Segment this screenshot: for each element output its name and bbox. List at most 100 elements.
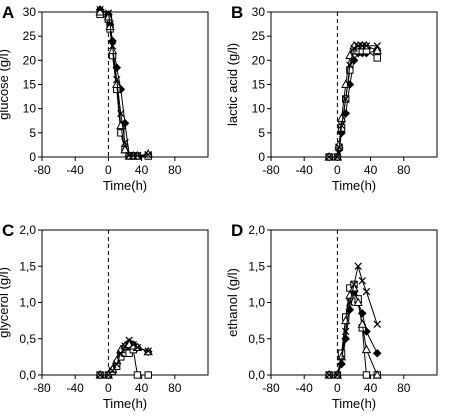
data-point-c-s1-9: [144, 371, 152, 379]
data-point-a-s3-6: [121, 138, 129, 147]
panel-letter: A: [2, 3, 14, 22]
y-tick-label: 2,0: [248, 223, 265, 237]
x-tick-label: -80: [33, 163, 51, 177]
y-tick-label: 25: [252, 29, 266, 43]
data-point-c-s3-2: [108, 366, 117, 375]
x-axis-title: Time(h): [332, 178, 376, 193]
x-tick-label: 80: [397, 163, 411, 177]
panel-letter: D: [231, 221, 243, 240]
data-point-d-s2-8: [361, 344, 372, 354]
data-point-d-s3-6: [354, 262, 362, 270]
y-axis-title: lactic acid (g/l): [225, 43, 240, 126]
y-axis-title: glycerol (g/l): [0, 267, 11, 338]
data-point-a-s2-10: [143, 149, 153, 158]
x-tick-label: 80: [397, 381, 411, 395]
data-point-b-s3-0: [325, 153, 333, 161]
x-axis-title: Time(h): [332, 396, 376, 411]
data-point-a-s3-1: [104, 9, 113, 17]
data-point-a-s2-4: [112, 79, 122, 88]
data-point-d-s3-2: [337, 356, 346, 365]
y-tick-label: 20: [23, 53, 37, 67]
data-point-d-s2-5: [349, 282, 359, 292]
y-tick-label: 1,5: [248, 259, 265, 273]
data-point-b-s2-10: [372, 45, 382, 55]
x-axis-title: Time(h): [103, 396, 147, 411]
data-point-d-s3-8: [362, 287, 371, 296]
x-tick-label: 40: [364, 163, 378, 177]
x-tick-label: -40: [67, 381, 85, 395]
y-tick-label: 1,5: [19, 259, 36, 273]
data-point-c-s3-5: [121, 342, 129, 350]
data-point-b-s3-9: [362, 42, 371, 50]
x-tick-label: 40: [135, 381, 149, 395]
x-tick-label: 0: [105, 381, 112, 395]
panel-a: A -80 -40 0 40 80 0 5 10 15 20 25 30 Time(h) glucose (…: [0, 3, 209, 193]
y-tick-label: 10: [23, 102, 37, 116]
data-point-d-s0-9: [372, 348, 382, 358]
y-tick-label: 0,0: [19, 368, 36, 382]
data-point-b-s3-3: [337, 121, 346, 130]
data-point-c-s1-8: [133, 371, 142, 379]
series-line-0: [329, 289, 378, 376]
y-tick-label: 0,5: [19, 332, 36, 346]
data-point-a-s3-2: [106, 20, 114, 28]
x-tick-label: -80: [262, 163, 280, 177]
data-point-d-s3-5: [350, 280, 358, 289]
x-tick-label: 40: [135, 163, 149, 177]
data-point-a-s3-4: [112, 75, 121, 84]
y-axis-title: glucose (g/l): [0, 49, 11, 120]
x-tick-label: 0: [105, 163, 112, 177]
panel-c: C -80 -40 0 40 80 0,0 0,5 1,0 1,5 2,0 Time(h) glycer…: [0, 221, 209, 411]
data-point-b-s3-10: [373, 42, 381, 50]
x-tick-label: -40: [67, 163, 85, 177]
y-tick-label: 0,0: [248, 368, 265, 382]
data-point-c-s3-3: [112, 360, 121, 368]
x-tick-label: -40: [296, 163, 314, 177]
data-point-b-s3-6: [350, 44, 358, 52]
y-tick-label: 1,0: [19, 296, 36, 310]
data-point-d-s2-6: [353, 297, 363, 306]
data-point-d-s2-7: [357, 319, 367, 328]
data-point-a-s3-3: [108, 42, 117, 50]
y-tick-label: 20: [252, 53, 266, 67]
data-point-d-s3-9: [373, 320, 381, 328]
data-point-c-s3-0: [96, 371, 104, 379]
x-axis-title: Time(h): [103, 178, 147, 193]
data-point-b-s3-4: [341, 95, 350, 103]
y-tick-label: 15: [23, 78, 37, 92]
data-point-c-s3-9: [144, 347, 152, 355]
y-tick-label: 30: [252, 5, 266, 19]
data-point-d-s3-3: [341, 327, 350, 336]
data-point-c-s3-7: [129, 340, 138, 349]
y-tick-label: 2,0: [19, 223, 36, 237]
data-point-a-s3-9: [133, 151, 142, 160]
panel-letter: C: [2, 221, 14, 240]
x-tick-label: -40: [296, 381, 314, 395]
x-tick-label: 80: [168, 163, 182, 177]
data-point-d-s3-7: [358, 277, 367, 285]
y-tick-label: 0,5: [248, 332, 265, 346]
data-point-c-s3-8: [133, 343, 142, 352]
plot-frame: [41, 11, 209, 158]
y-tick-label: 5: [29, 126, 36, 140]
data-point-a-s3-10: [144, 150, 152, 159]
data-point-d-s3-4: [346, 298, 354, 307]
y-tick-label: 15: [252, 78, 266, 92]
x-tick-label: -80: [33, 381, 51, 395]
x-tick-label: 0: [334, 381, 341, 395]
data-point-b-s2-3: [336, 113, 347, 122]
data-point-d-s3-1: [333, 371, 342, 379]
data-point-b-s1-10: [373, 54, 381, 62]
series-line-3: [329, 266, 378, 376]
y-tick-label: 1,0: [248, 296, 265, 310]
data-point-d-s1-8: [362, 371, 371, 379]
panel-letter: B: [231, 3, 243, 22]
data-point-b-s3-1: [333, 153, 342, 161]
y-tick-label: 25: [23, 29, 37, 43]
x-tick-label: 40: [364, 381, 378, 395]
panel-b: B -80 -40 0 40 80 0 5 10 15 20 25 30 Time(h) lactic ac…: [225, 3, 438, 193]
data-point-c-s3-4: [117, 349, 125, 357]
y-tick-label: 30: [23, 5, 37, 19]
y-tick-label: 5: [258, 126, 265, 140]
